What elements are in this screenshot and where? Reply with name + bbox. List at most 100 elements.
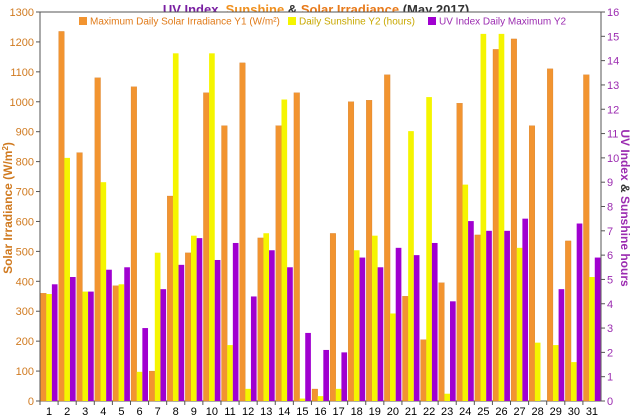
y1-tick-label: 400 [16, 276, 34, 288]
legend-swatch-uv-bar [428, 17, 436, 25]
uv-bar-day-29 [558, 289, 565, 401]
uv-bar-day-1 [51, 284, 58, 401]
x-tick-label: 15 [296, 406, 308, 418]
y1-title-main: Solar Irradiance [1, 183, 15, 274]
uv-bar-day-18 [359, 257, 366, 401]
sunshine-bar-day-12 [245, 388, 251, 401]
y1-tick-label: 600 [16, 216, 34, 228]
uv-bar-day-2 [69, 277, 76, 401]
sunshine-bar-day-16 [317, 396, 324, 401]
legend-label-solar-bar: Maximum Daily Solar Irradiance Y1 (W/m²) [90, 17, 280, 28]
uv-bar-day-12 [250, 296, 257, 401]
uv-bar-day-20 [395, 247, 402, 401]
y1-tick-label: 100 [16, 366, 34, 378]
y1-tick-label: 0 [28, 396, 34, 408]
sunshine-bar-day-13 [263, 233, 270, 401]
sunshine-bar-day-29 [552, 345, 559, 401]
sunshine-bar-day-14 [281, 99, 288, 402]
solar-bar-day-17 [329, 233, 336, 402]
y2-axis-title: UV Index & Sunshine hours [618, 129, 632, 287]
y2-tick-label: 11 [607, 129, 618, 141]
solar-bar-day-23 [438, 282, 445, 402]
uv-bar-day-5 [124, 267, 130, 401]
y1-tick-label: 1200 [10, 37, 34, 49]
uv-bar-day-22 [431, 242, 438, 401]
x-tick-label: 22 [423, 406, 435, 418]
legend-swatch-sunshine-bar [288, 17, 296, 25]
sunshine-bar-day-10 [209, 53, 215, 401]
sunshine-bar-day-5 [118, 284, 125, 401]
sunshine-bar-day-21 [408, 131, 414, 401]
uv-bar-day-17 [341, 352, 348, 402]
y2-tick-label: 14 [607, 56, 619, 68]
bars-group [40, 31, 601, 402]
solar-bar-day-20 [384, 74, 391, 402]
y2-tick-label: 7 [607, 226, 613, 238]
uv-bar-day-31 [594, 257, 601, 401]
y2-tick-label: 2 [607, 347, 613, 359]
solar-bar-day-26 [492, 49, 499, 402]
sunshine-bar-day-9 [190, 235, 197, 401]
sunshine-bar-day-25 [480, 33, 487, 401]
x-tick-label: 13 [260, 406, 272, 418]
title-sep-1: , [218, 2, 225, 17]
y2-tick-label: 12 [607, 104, 619, 116]
uv-bar-day-14 [287, 267, 293, 401]
y1-tick-label: 800 [16, 157, 34, 169]
sunshine-bar-day-18 [353, 250, 360, 401]
sunshine-bar-day-23 [444, 393, 451, 401]
uv-bar-day-11 [232, 242, 239, 401]
y2-tick-label: 9 [607, 177, 613, 189]
sunshine-bar-day-15 [299, 398, 306, 401]
solar-bar-day-11 [221, 125, 228, 402]
y1-tick-label: 500 [16, 246, 34, 258]
y1-tick-label: 200 [16, 336, 34, 348]
uv-bar-day-25 [486, 230, 492, 401]
sunshine-bar-day-4 [100, 182, 107, 401]
x-tick-label: 24 [459, 406, 471, 418]
solar-bar-day-1 [40, 293, 47, 402]
y1-tick-label: 900 [16, 127, 34, 139]
x-tick-label: 18 [351, 406, 363, 418]
solar-bar-day-8 [167, 195, 174, 402]
x-tick-label: 5 [118, 406, 124, 418]
y1-tick-label: 1300 [10, 7, 34, 19]
uv-bar-day-27 [522, 218, 529, 401]
x-tick-label: 31 [586, 406, 598, 418]
y2-tick-label: 15 [607, 31, 619, 43]
x-tick-label: 19 [369, 406, 381, 418]
x-tick-label: 4 [100, 406, 106, 418]
solar-bar-day-27 [510, 38, 517, 402]
y2-tick-label: 8 [607, 202, 613, 214]
x-tick-label: 3 [82, 406, 88, 418]
solar-bar-day-30 [565, 240, 572, 402]
y2-tick-label: 6 [607, 250, 613, 262]
y1-axis-title: Solar Irradiance (W/m2) [1, 142, 16, 274]
x-tick-label: 11 [224, 406, 235, 418]
solar-bar-day-5 [112, 285, 119, 402]
y1-tick-label: 300 [16, 306, 34, 318]
uv-bar-day-24 [468, 221, 474, 401]
uv-bar-day-7 [160, 289, 167, 401]
solar-bar-day-6 [130, 86, 137, 402]
uv-bar-day-19 [377, 267, 384, 401]
y2-tick-label: 0 [607, 396, 613, 408]
solar-bar-day-31 [583, 74, 590, 402]
solar-bar-day-9 [185, 252, 192, 402]
x-tick-label: 8 [173, 406, 179, 418]
solar-bar-day-28 [529, 125, 535, 402]
sunshine-bar-day-19 [371, 235, 378, 401]
sunshine-bar-day-26 [498, 33, 505, 401]
x-tick-label: 16 [314, 406, 326, 418]
sunshine-bar-day-6 [136, 371, 143, 401]
solar-bar-day-13 [257, 237, 264, 402]
sunshine-bar-day-1 [46, 294, 52, 401]
uv-bar-day-6 [142, 328, 149, 401]
solar-bar-day-22 [420, 339, 427, 402]
sunshine-bar-day-31 [589, 277, 595, 401]
sunshine-bar-day-17 [335, 388, 342, 401]
x-tick-label: 25 [477, 406, 489, 418]
